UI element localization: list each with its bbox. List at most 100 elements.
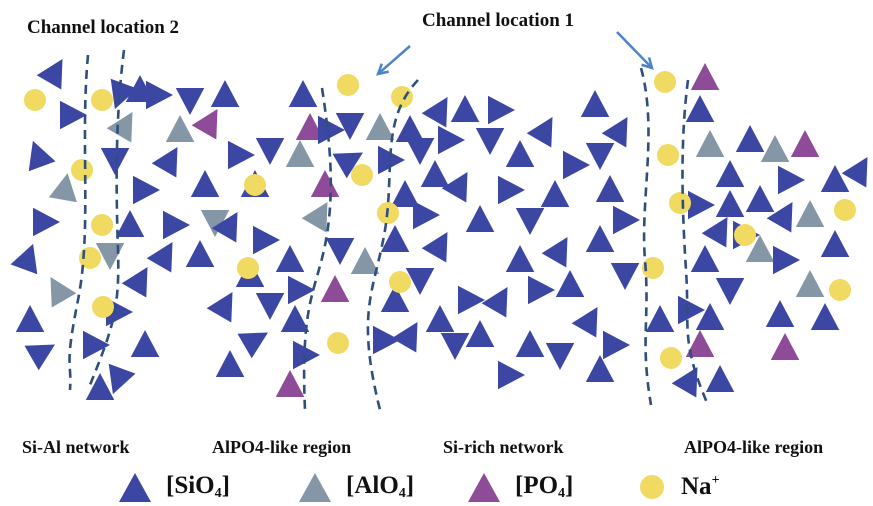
sio4-tetrahedron	[613, 205, 640, 235]
channel-location-1-label: Channel location 1	[422, 10, 575, 31]
po4-tetrahedron	[320, 275, 350, 302]
sio4-tetrahedron	[735, 125, 765, 152]
sio4-tetrahedron	[115, 210, 145, 237]
alo4-tetrahedron	[165, 115, 195, 142]
na-ion	[327, 332, 349, 354]
sio4-tetrahedron	[695, 303, 725, 330]
sio4-tetrahedron	[571, 307, 598, 338]
sio4-tetrahedron	[515, 208, 545, 235]
sio4-tetrahedron	[185, 240, 215, 267]
sio4-tetrahedron	[475, 128, 505, 155]
na-ion	[389, 271, 411, 293]
sio4-tetrahedron	[15, 305, 45, 332]
sio4-tetrahedron	[421, 232, 448, 263]
alo4-tetrahedron	[745, 235, 775, 262]
sio4-tetrahedron	[526, 117, 553, 148]
region-label-si-al-network: Si-Al network	[22, 437, 130, 457]
channel-line	[639, 67, 653, 406]
sio4-tetrahedron	[601, 117, 628, 148]
sio4-tetrahedron	[481, 287, 508, 318]
sio4-tetrahedron	[275, 245, 305, 272]
sio4-tetrahedron	[563, 150, 590, 180]
sio4-tetrahedron	[498, 175, 525, 205]
alo4-tetrahedron	[50, 277, 77, 308]
po4-tetrahedron	[690, 63, 720, 90]
na-ion	[654, 71, 676, 93]
region-label-alpo4-like-1: AlPO4-like region	[212, 437, 352, 457]
na-ion	[829, 279, 851, 301]
sio4-tetrahedron	[83, 330, 110, 360]
alo4-tetrahedron	[350, 247, 380, 274]
channel-line	[366, 79, 419, 411]
legend-item-sio4: [SiO4]	[118, 470, 230, 504]
sio4-tetrahedron	[505, 245, 535, 272]
na-ion	[660, 347, 682, 369]
sio4-tetrahedron	[528, 275, 555, 305]
sio4-tetrahedron	[438, 125, 465, 155]
alo4-tetrahedron	[106, 112, 133, 143]
sio4-tetrahedron	[10, 243, 38, 275]
sio4-tetrahedron	[555, 270, 585, 297]
legend-label-po4: [PO4]	[515, 472, 574, 501]
sio4-tetrahedron	[318, 115, 345, 145]
sio4-tetrahedron	[85, 373, 115, 400]
sio4-tetrahedron	[765, 300, 795, 327]
sio4-tetrahedron	[440, 333, 470, 360]
na-ion	[657, 144, 679, 166]
sio4-tetrahedron	[190, 170, 220, 197]
sio4-tetrahedron	[715, 160, 745, 187]
sio4-tetrahedron	[255, 293, 285, 320]
sio4-tetrahedron	[505, 140, 535, 167]
sio4-tetrahedron	[24, 344, 55, 371]
sio4-tetrahedron	[108, 363, 136, 395]
channel-lines-layer	[68, 49, 710, 411]
tetrahedra-layer	[10, 59, 868, 400]
region-label-si-rich-network: Si-rich network	[443, 437, 564, 457]
sio4-tetrahedron	[441, 172, 468, 203]
sio4-tetrahedron	[715, 278, 745, 305]
po4-tetrahedron	[191, 109, 218, 140]
sio4-tetrahedron	[420, 160, 450, 187]
alo4-tetrahedron	[200, 210, 230, 237]
sio4-tetrahedron	[146, 80, 173, 110]
sio4-tetrahedron	[33, 207, 60, 237]
sio4-tetrahedron	[413, 200, 440, 230]
sio4-tetrahedron	[237, 332, 268, 359]
network-diagram	[10, 31, 868, 411]
sio4-tetrahedron	[36, 59, 63, 90]
legend-label-sio4: [SiO4]	[166, 472, 230, 501]
na-ion	[71, 159, 93, 181]
sio4-tetrahedron	[293, 340, 320, 370]
sio4-tetrahedron	[110, 78, 138, 110]
sio4-tetrahedron	[458, 285, 485, 315]
sio4-tetrahedron	[175, 88, 205, 115]
legend-label-alo4: [AlO4]	[346, 472, 415, 501]
po4-tetrahedron	[770, 333, 800, 360]
sio4-tetrahedron	[405, 268, 435, 295]
sio4-tetrahedron	[773, 245, 800, 275]
sio4-tetrahedron	[595, 175, 625, 202]
sio4-tetrahedron	[585, 225, 615, 252]
legend-label-na: Na+	[681, 473, 720, 500]
na-ion	[237, 257, 259, 279]
na-ion	[642, 257, 664, 279]
sio4-tetrahedron	[121, 267, 148, 298]
arrow-icon	[616, 31, 654, 70]
legend-item-na: Na+	[637, 470, 720, 504]
alo4-tetrahedron	[760, 135, 790, 162]
na-ion	[91, 214, 113, 236]
sio4-tetrahedron	[701, 217, 728, 248]
alo4-tetrahedron	[695, 130, 725, 157]
sio4-tetrahedron	[325, 238, 355, 265]
alo4-tetrahedron	[285, 140, 315, 167]
channel-line	[681, 79, 710, 406]
sio4-tetrahedron	[778, 165, 805, 195]
sio4-tetrahedron	[60, 100, 87, 130]
sio4-tetrahedron	[498, 360, 525, 390]
na-ion	[834, 199, 856, 221]
sio4-tetrahedron	[215, 350, 245, 377]
sio4-tetrahedron	[380, 285, 410, 312]
alo4-tetrahedron	[795, 200, 825, 227]
legend-item-alo4: [AlO4]	[298, 470, 414, 504]
sio4-tetrahedron	[288, 275, 315, 305]
